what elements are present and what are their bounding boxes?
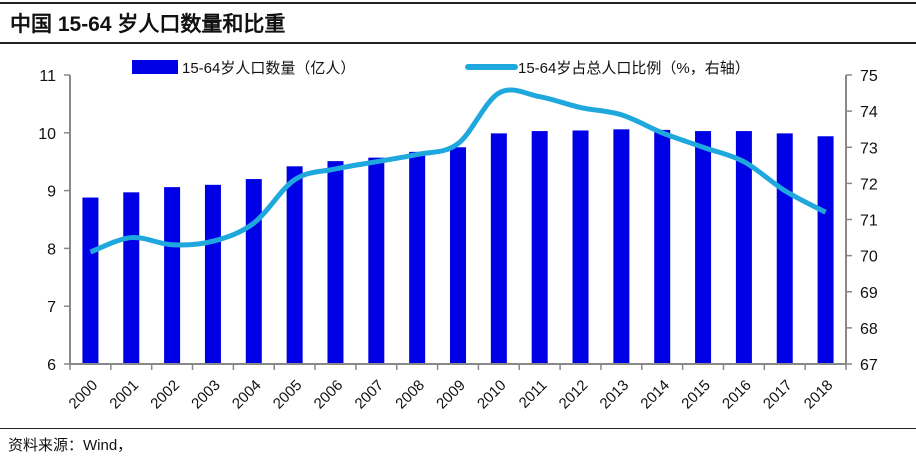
left-tick-label: 7 [47, 299, 56, 316]
x-tick-label: 2009 [433, 377, 469, 413]
bar [204, 184, 221, 364]
x-tick-label: 2013 [597, 377, 633, 413]
x-tick-label: 2007 [352, 377, 388, 413]
x-tick-label: 2010 [474, 377, 510, 413]
right-tick-label: 75 [860, 68, 878, 85]
legend-line-label: 15-64岁占总人口比例（%，右轴） [518, 60, 750, 77]
x-tick-label: 2017 [760, 377, 796, 413]
source-note: 资料来源：Wind， [8, 437, 133, 454]
right-tick-label: 73 [860, 140, 878, 157]
bar [695, 131, 712, 364]
left-tick-label: 8 [47, 241, 56, 258]
right-tick-label: 70 [860, 249, 878, 266]
x-tick-label: 2015 [678, 377, 714, 413]
left-tick-label: 11 [39, 68, 56, 85]
x-tick-label: 2003 [188, 377, 224, 413]
left-tick-label: 9 [47, 184, 56, 201]
legend-bar-label: 15-64岁人口数量（亿人） [182, 60, 355, 77]
bar [368, 157, 385, 364]
bar [245, 179, 262, 364]
bar [409, 151, 426, 364]
bar [776, 133, 793, 364]
right-tick-label: 74 [860, 104, 878, 121]
bar [817, 136, 834, 364]
x-tick-label: 2000 [66, 377, 102, 413]
bar [613, 129, 630, 364]
x-tick-label: 2014 [637, 377, 673, 413]
right-tick-label: 71 [860, 213, 878, 230]
x-tick-label: 2011 [516, 377, 551, 412]
bar [82, 197, 99, 364]
bar [450, 147, 466, 364]
bar [735, 131, 752, 364]
x-tick-label: 2016 [719, 377, 755, 413]
left-tick-label: 10 [38, 126, 56, 143]
x-tick-label: 2001 [106, 377, 142, 413]
legend-bar-swatch [132, 60, 178, 74]
left-tick-label: 6 [47, 357, 56, 374]
x-tick-label: 2008 [392, 377, 428, 413]
x-tick-label: 2012 [556, 377, 592, 413]
bar [286, 166, 303, 364]
bar [123, 192, 140, 364]
chart-title: 中国 15-64 岁人口数量和比重 [10, 13, 286, 36]
bar [164, 187, 181, 364]
right-tick-label: 69 [860, 285, 878, 302]
bar [572, 130, 589, 364]
x-tick-label: 2018 [801, 377, 837, 413]
right-tick-label: 72 [860, 176, 878, 193]
footer-rule [0, 428, 916, 429]
top-rule [0, 2, 916, 4]
x-tick-label: 2006 [311, 377, 347, 413]
right-tick-label: 67 [860, 357, 878, 374]
bar [531, 131, 548, 364]
x-tick-label: 2002 [147, 377, 183, 413]
title-rule [0, 42, 916, 44]
bar [327, 161, 344, 364]
x-tick-label: 2004 [229, 377, 265, 413]
right-tick-label: 68 [860, 321, 878, 338]
ratio-line [89, 87, 827, 255]
bar [654, 129, 671, 364]
bar [490, 133, 507, 364]
x-tick-label: 2005 [270, 377, 306, 413]
